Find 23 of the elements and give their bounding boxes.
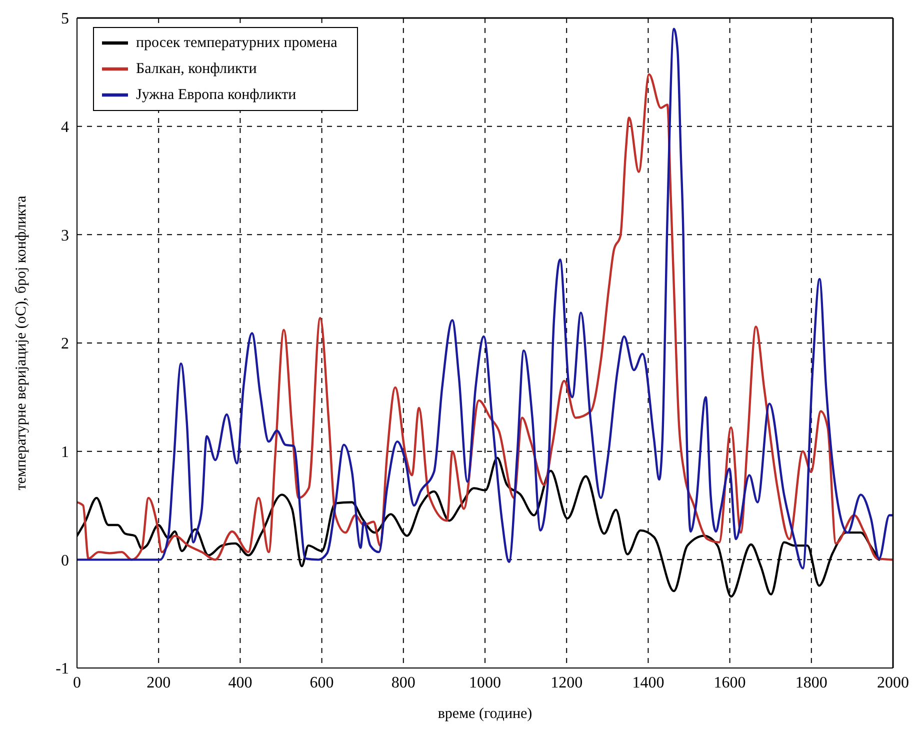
x-tick-label: 400 — [228, 674, 252, 692]
x-tick-label: 800 — [391, 674, 416, 692]
y-tick-label: 0 — [61, 552, 69, 570]
x-tick-label: 600 — [310, 674, 334, 692]
legend-label: Јужна Европа конфликти — [136, 86, 296, 103]
x-tick-label: 0 — [73, 674, 81, 692]
y-tick-label: 3 — [61, 227, 69, 244]
x-tick-label: 1800 — [795, 674, 828, 692]
x-tick-label: 1400 — [632, 674, 664, 692]
x-tick-label: 1000 — [469, 674, 501, 692]
x-axis-title: време (године) — [438, 706, 532, 722]
y-tick-label: 5 — [61, 10, 69, 28]
y-axis-title: температурне веријације (oC), број конфликта — [13, 195, 30, 490]
legend-label: Балкан, конфликти — [136, 60, 257, 77]
legend-label: просек температурних промена — [136, 34, 338, 51]
x-tick-label: 1200 — [550, 674, 583, 692]
x-tick-label: 200 — [146, 674, 171, 692]
y-tick-label: 2 — [61, 336, 69, 353]
y-tick-label: -1 — [56, 660, 69, 678]
y-tick-label: 1 — [61, 444, 69, 462]
y-tick-label: 4 — [61, 119, 69, 136]
x-tick-label: 2000 — [877, 674, 909, 692]
x-tick-label: 1600 — [714, 674, 746, 692]
